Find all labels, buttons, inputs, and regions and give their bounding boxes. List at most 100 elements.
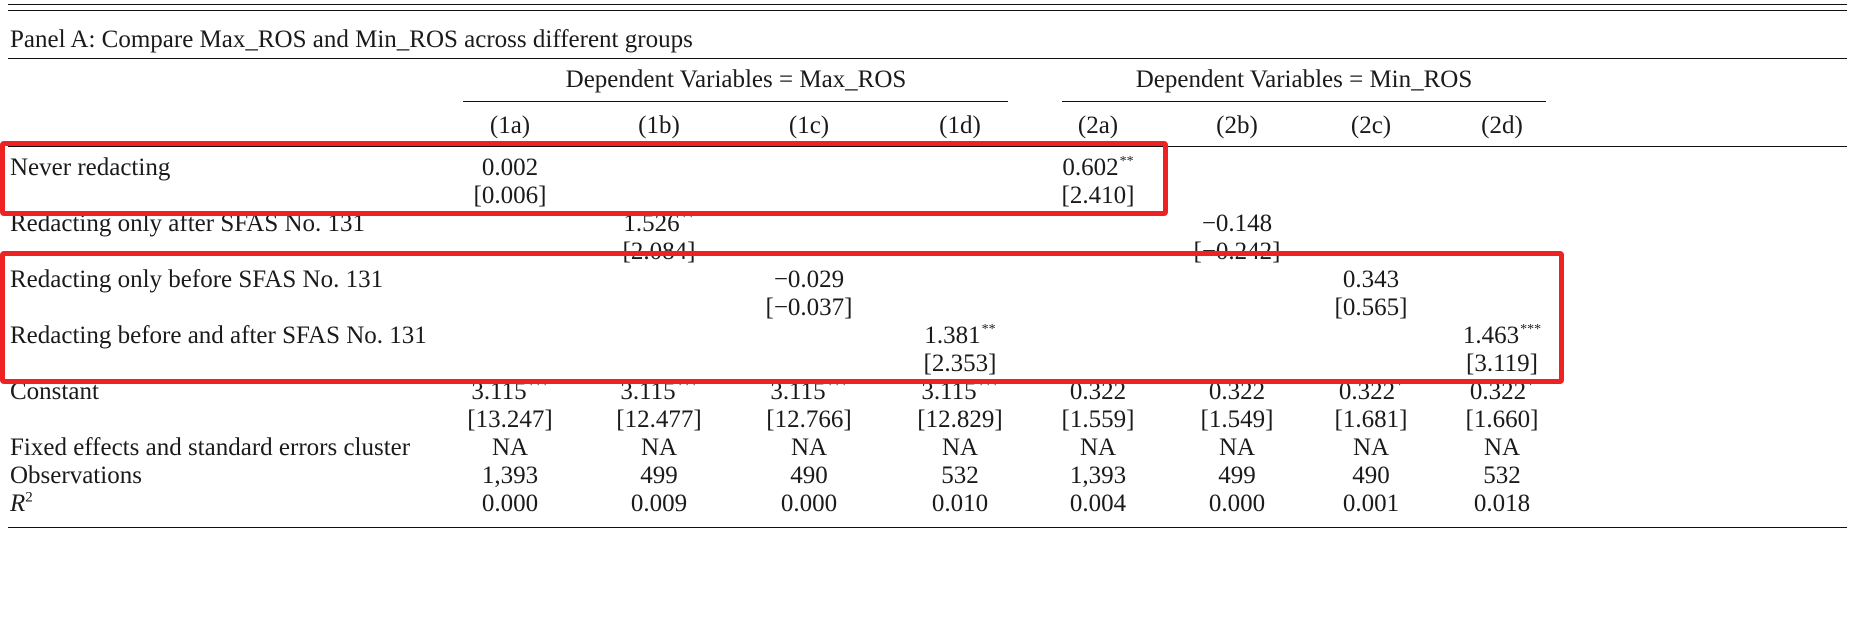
row-label: Redacting only before SFAS No. 131 — [10, 266, 384, 293]
summary-cell: NA — [640, 434, 678, 461]
coefficient-cell: 0.002 — [420, 154, 600, 182]
summary-cell: 499 — [1218, 462, 1256, 489]
t-stat-cell: [0.006] — [473, 182, 547, 209]
group-header-min-ros: Dependent Variables = Min_ROS — [1135, 66, 1473, 93]
t-stat-cell: [12.829] — [917, 406, 1003, 433]
coefficient-value: 0.343 — [1342, 266, 1400, 293]
summary-cell: NA — [1352, 434, 1390, 461]
coefficient-value: 3.115 — [620, 378, 676, 405]
significance-stars: * — [1396, 378, 1404, 393]
coefficient-value: −0.029 — [773, 266, 845, 293]
coefficient-value: 0.602 — [1062, 154, 1119, 181]
summary-cell: NA — [1079, 434, 1117, 461]
column-header: (1d) — [939, 112, 981, 139]
significance-stars: ** — [981, 322, 996, 337]
summary-cell: 1,393 — [1069, 462, 1127, 489]
summary-cell: 490 — [1352, 462, 1390, 489]
header-rule — [8, 146, 1847, 147]
group-underline-min-ros — [1062, 101, 1546, 102]
summary-cell: NA — [941, 434, 979, 461]
significance-stars: *** — [527, 378, 549, 393]
row-label: Redacting only after SFAS No. 131 — [10, 210, 366, 237]
significance-stars: ** — [680, 210, 695, 225]
t-stat-cell: [13.247] — [467, 406, 553, 433]
column-header: (2a) — [1077, 112, 1119, 139]
summary-row-label: R2 — [10, 490, 33, 518]
t-stat-cell: [12.766] — [766, 406, 852, 433]
column-header: (2d) — [1481, 112, 1523, 139]
coefficient-cell: −0.148 — [1147, 210, 1327, 238]
coefficient-value: 0.322 — [1069, 378, 1127, 405]
summary-cell: NA — [790, 434, 828, 461]
summary-label-text: Fixed effects and standard errors cluste… — [10, 434, 411, 461]
coefficient-value: −0.148 — [1201, 210, 1273, 237]
significance-stars: *** — [977, 378, 999, 393]
significance-stars: *** — [676, 378, 698, 393]
top-rule — [8, 4, 1847, 5]
significance-stars: * — [1527, 378, 1535, 393]
t-stat-cell: [2.084] — [622, 238, 696, 265]
summary-cell: 0.009 — [630, 490, 688, 517]
column-header: (2c) — [1350, 112, 1392, 139]
coefficient-value: 0.322 — [1208, 378, 1266, 405]
t-stat-cell: [2.353] — [923, 350, 997, 377]
summary-label-text: Observations — [10, 462, 142, 489]
column-header: (1c) — [788, 112, 830, 139]
t-stat-cell: [1.549] — [1200, 406, 1274, 433]
summary-cell: 0.000 — [1208, 490, 1266, 517]
summary-cell: 499 — [640, 462, 678, 489]
t-stat-cell: [1.681] — [1334, 406, 1408, 433]
summary-cell: 0.001 — [1342, 490, 1400, 517]
summary-cell: 0.000 — [481, 490, 539, 517]
top-rule-second — [8, 10, 1847, 11]
t-stat-cell: [−0.037] — [765, 294, 853, 321]
summary-cell: 490 — [790, 462, 828, 489]
coefficient-value: 0.322 — [1338, 378, 1396, 405]
column-header: (1b) — [638, 112, 680, 139]
group-underline-max-ros — [463, 101, 1008, 102]
column-header: (1a) — [489, 112, 531, 139]
significance-stars: ** — [1119, 154, 1134, 169]
summary-label-superscript: 2 — [25, 489, 33, 506]
t-stat-cell: [2.410] — [1061, 182, 1135, 209]
panel-rule — [8, 58, 1847, 59]
summary-label-text: R — [10, 490, 26, 517]
coefficient-cell: 1.463*** — [1412, 322, 1592, 354]
coefficient-value: 1.526 — [623, 210, 680, 237]
coefficient-value: 0.322 — [1469, 378, 1527, 405]
row-label: Redacting before and after SFAS No. 131 — [10, 322, 427, 349]
coefficient-value: 0.002 — [481, 154, 539, 181]
row-label: Never redacting — [10, 154, 171, 181]
coefficient-value: 1.381 — [924, 322, 981, 349]
coefficient-cell: 1.381** — [870, 322, 1050, 354]
summary-row-label: Fixed effects and standard errors cluste… — [10, 434, 410, 462]
t-stat-cell: [0.565] — [1334, 294, 1408, 321]
summary-cell: NA — [491, 434, 529, 461]
summary-cell: 0.000 — [780, 490, 838, 517]
coefficient-cell: 0.343 — [1281, 266, 1461, 294]
summary-cell: NA — [1483, 434, 1521, 461]
column-header: (2b) — [1216, 112, 1258, 139]
coefficient-value: 3.115 — [471, 378, 527, 405]
t-stat-cell: [1.660] — [1465, 406, 1539, 433]
t-stat-cell: [1.559] — [1061, 406, 1135, 433]
row-label: Constant — [10, 378, 99, 405]
significance-stars: *** — [826, 378, 848, 393]
coefficient-value: 1.463 — [1462, 322, 1520, 349]
summary-cell: 0.018 — [1473, 490, 1531, 517]
t-stat-cell: [−0.242] — [1193, 238, 1281, 265]
summary-cell: 1,393 — [481, 462, 539, 489]
bottom-rule — [8, 527, 1847, 528]
summary-row-label: Observations — [10, 462, 142, 490]
coefficient-value: 3.115 — [770, 378, 826, 405]
panel-title: Panel A: Compare Max_ROS and Min_ROS acr… — [10, 26, 693, 53]
summary-cell: 532 — [1483, 462, 1521, 489]
coefficient-value: 3.115 — [921, 378, 977, 405]
summary-cell: NA — [1218, 434, 1256, 461]
coefficient-cell: −0.029 — [719, 266, 899, 294]
t-stat-cell: [3.119] — [1466, 350, 1538, 377]
summary-cell: 0.004 — [1069, 490, 1127, 517]
group-header-max-ros: Dependent Variables = Max_ROS — [565, 66, 907, 93]
summary-cell: 532 — [941, 462, 979, 489]
summary-cell: 0.010 — [931, 490, 989, 517]
